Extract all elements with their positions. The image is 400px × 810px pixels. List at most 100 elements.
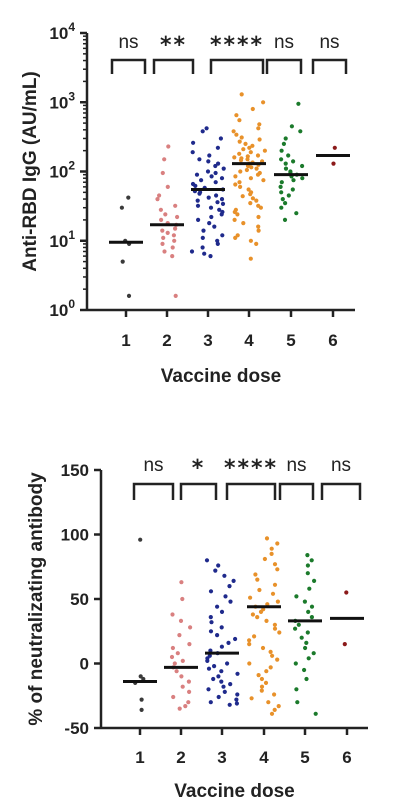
data-point <box>173 226 178 231</box>
data-point <box>232 155 237 160</box>
data-point <box>255 153 261 158</box>
data-point <box>296 101 301 106</box>
data-point <box>138 537 143 542</box>
data-point <box>177 706 182 711</box>
data-point <box>264 618 269 624</box>
data-point <box>216 161 221 166</box>
data-point <box>260 645 266 651</box>
data-point <box>245 157 250 162</box>
data-point <box>238 184 243 189</box>
data-point <box>296 622 301 627</box>
data-point <box>255 577 260 582</box>
data-point <box>290 187 295 192</box>
series-dose-1 <box>109 195 143 298</box>
data-point <box>208 205 214 210</box>
x-tick-label: 6 <box>328 331 337 350</box>
data-point <box>247 638 252 643</box>
data-point <box>257 587 262 593</box>
data-point <box>155 197 160 202</box>
y-tick-label: 100 <box>49 297 75 320</box>
significance-bracket: ** <box>152 33 195 74</box>
data-point <box>248 238 253 243</box>
data-point <box>300 176 305 181</box>
data-point <box>294 211 299 216</box>
x-tick-label: 4 <box>244 331 254 350</box>
data-point <box>300 163 305 169</box>
data-point <box>289 124 294 129</box>
data-point <box>235 233 240 238</box>
data-point <box>206 666 212 671</box>
data-point <box>248 192 253 197</box>
data-point <box>219 197 225 202</box>
data-point <box>248 595 253 600</box>
data-point <box>313 711 318 716</box>
data-point <box>175 214 180 220</box>
data-point <box>186 700 191 705</box>
data-point <box>238 169 243 174</box>
x-axis-title: Vaccine dose <box>161 366 281 387</box>
data-point <box>215 241 220 246</box>
data-point <box>170 645 175 651</box>
data-point <box>237 139 242 144</box>
data-point <box>247 661 252 666</box>
data-point <box>213 170 218 176</box>
data-point <box>186 679 191 684</box>
data-point <box>204 558 210 563</box>
data-point <box>220 201 226 206</box>
data-point <box>261 100 266 105</box>
data-point <box>275 599 280 604</box>
y-tick-base: 10 <box>49 232 68 251</box>
data-point <box>270 591 276 596</box>
data-point <box>177 633 182 638</box>
data-point <box>172 661 177 666</box>
data-point <box>170 612 175 617</box>
data-point <box>138 674 143 679</box>
data-point <box>304 640 309 646</box>
data-point <box>256 224 261 229</box>
y-tick-label: 104 <box>49 20 75 43</box>
significance-label: ns <box>319 32 339 53</box>
x-tick-label: 1 <box>135 748 144 767</box>
x-tick-label: 3 <box>217 748 226 767</box>
data-point <box>187 642 192 647</box>
data-point <box>247 642 252 647</box>
data-point <box>234 697 239 702</box>
data-point <box>189 249 195 254</box>
data-point <box>275 657 280 662</box>
x-tick-label: 6 <box>342 748 351 767</box>
data-point <box>241 147 246 152</box>
data-point <box>305 571 310 576</box>
data-point <box>174 669 179 674</box>
x-tick-label: 1 <box>121 331 130 350</box>
bracket-line <box>179 482 218 500</box>
data-point <box>180 596 185 602</box>
significance-bracket: * <box>179 456 218 500</box>
data-point <box>139 697 144 702</box>
bracket-line <box>132 482 175 500</box>
data-point <box>208 700 213 705</box>
y-tick-base: 10 <box>49 163 68 182</box>
data-point <box>279 190 284 195</box>
data-point <box>256 673 261 678</box>
data-point <box>279 148 284 153</box>
data-point <box>165 230 170 235</box>
data-point <box>250 196 255 201</box>
significance-label: ns <box>331 455 351 476</box>
data-point <box>173 293 178 298</box>
y-tick-label: 0 <box>80 655 89 674</box>
data-point <box>280 197 285 202</box>
data-point <box>256 228 261 233</box>
data-point <box>269 711 275 716</box>
data-point <box>216 694 221 700</box>
data-point <box>141 676 146 682</box>
significance-label: ns <box>274 32 294 53</box>
bracket-line <box>311 58 348 74</box>
data-point <box>309 558 314 563</box>
data-point <box>172 238 177 243</box>
data-point <box>298 129 303 134</box>
data-point <box>233 235 238 240</box>
data-point <box>178 618 184 624</box>
data-point <box>206 159 211 164</box>
x-axis-title: Vaccine dose <box>174 781 294 802</box>
data-point <box>263 680 269 686</box>
